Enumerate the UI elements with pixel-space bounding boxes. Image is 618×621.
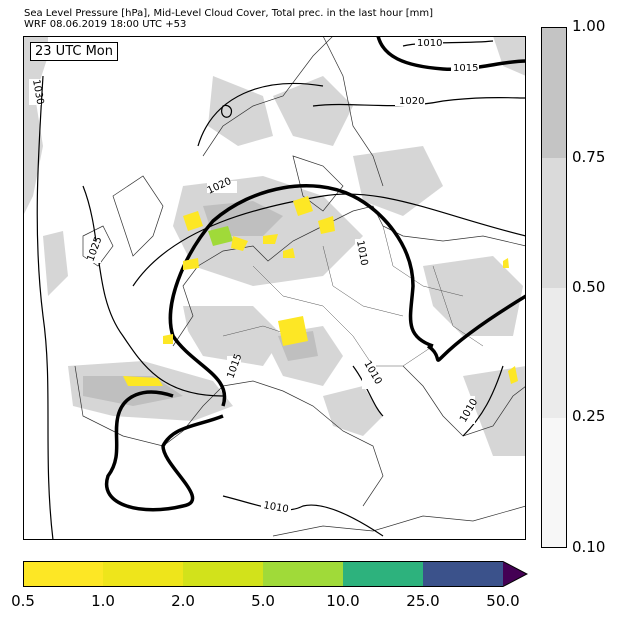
precip-tick-4: 5.0 bbox=[251, 592, 275, 610]
precip-seg-3 bbox=[183, 561, 263, 587]
precip-extend-arrow bbox=[503, 562, 527, 586]
isobar-label-1015-north: 1015 bbox=[453, 63, 478, 74]
precipitation-layer bbox=[123, 196, 518, 386]
chart-title: Sea Level Pressure [hPa], Mid-Level Clou… bbox=[24, 8, 434, 19]
precip-tick-7: 50.0 bbox=[486, 592, 520, 610]
cloud-tick-2: 0.75 bbox=[572, 148, 606, 166]
cloud-tick-1: 1.00 bbox=[572, 17, 606, 35]
isobar-label-1010-east: 1010 bbox=[354, 240, 369, 267]
isobar-label-1020-north: 1020 bbox=[399, 96, 424, 107]
cloud-seg-3 bbox=[542, 288, 566, 418]
valid-time-label: 23 UTC Mon bbox=[30, 42, 118, 61]
run-info: WRF 08.06.2019 18:00 UTC +53 bbox=[24, 19, 187, 30]
precip-tick-6: 25.0 bbox=[406, 592, 440, 610]
precipitation-colorbar bbox=[23, 561, 528, 587]
precip-tick-1: 0.5 bbox=[11, 592, 35, 610]
precip-seg-1 bbox=[23, 561, 103, 587]
precip-tick-5: 10.0 bbox=[326, 592, 360, 610]
isobar-label-1010-north: 1010 bbox=[417, 38, 442, 49]
cloud-cover-colorbar bbox=[541, 27, 567, 548]
cloud-seg-4 bbox=[542, 418, 566, 547]
isobar-1015 bbox=[104, 36, 526, 512]
isobars bbox=[36, 40, 526, 540]
precip-tick-3: 2.0 bbox=[171, 592, 195, 610]
isobar-label-1030: 1030 bbox=[30, 79, 45, 106]
isobar-labels: 1030 1025 1020 1020 1015 1015 1010 1010 … bbox=[29, 36, 480, 515]
precip-seg-5 bbox=[343, 561, 423, 587]
precip-seg-4 bbox=[263, 561, 343, 587]
cloud-tick-4: 0.25 bbox=[572, 407, 606, 425]
cloud-tick-5: 0.10 bbox=[572, 538, 606, 556]
precip-seg-2 bbox=[103, 561, 183, 587]
cloud-seg-1 bbox=[542, 28, 566, 158]
cloud-seg-2 bbox=[542, 158, 566, 288]
coastlines bbox=[74, 36, 526, 537]
isobar-label-1010-south: 1010 bbox=[262, 500, 289, 515]
precip-seg-6 bbox=[423, 561, 503, 587]
weather-map: 1030 1025 1020 1020 1015 1015 1010 1010 … bbox=[23, 36, 526, 540]
cloud-tick-3: 0.50 bbox=[572, 278, 606, 296]
precip-tick-2: 1.0 bbox=[91, 592, 115, 610]
